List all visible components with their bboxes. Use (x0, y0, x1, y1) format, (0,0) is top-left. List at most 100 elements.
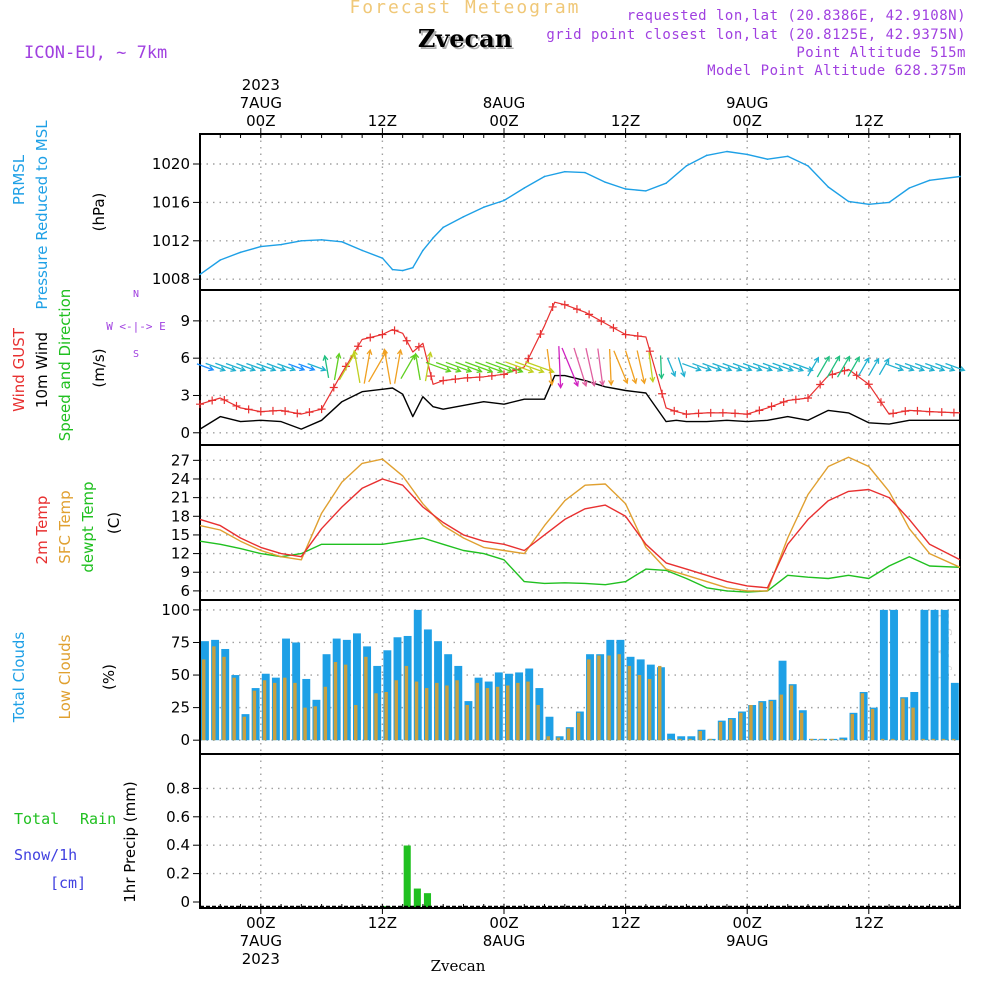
pressure-point (564, 170, 566, 173)
gust-marker (609, 323, 618, 332)
wind-arrow (712, 362, 732, 371)
low-cloud-bar (597, 655, 601, 741)
pressure-point (726, 150, 728, 153)
low-cloud-bar (414, 681, 419, 741)
gust-marker (439, 376, 448, 385)
pressure-point (432, 237, 434, 239)
x-tick-label-top: 12Z (611, 112, 640, 130)
wind-arrow-head (230, 366, 237, 372)
low-cloud-bar (424, 688, 429, 741)
pressure-point (665, 182, 667, 184)
x-date-label-bottom: 9AUG (726, 932, 768, 950)
compass-west-east: W <-|-> E (106, 320, 166, 333)
wind-arrow-head (573, 380, 579, 388)
wind-arrow (782, 362, 804, 372)
wind-arrow (256, 362, 276, 371)
low-cloud-bar (384, 691, 388, 741)
low-cloud-bar (506, 685, 510, 741)
pressure-line (199, 150, 961, 275)
wind-arrow (561, 347, 579, 387)
pressure-point (422, 249, 424, 252)
total-cloud-bar (890, 609, 898, 741)
pressure-point (381, 257, 384, 259)
wind-arrow-head (445, 367, 452, 373)
gust-marker (329, 383, 338, 392)
wind-speed-label: 10m Wind (33, 332, 51, 408)
pressure-point (705, 154, 708, 157)
low-cloud-bar (951, 738, 956, 741)
pressure-point (280, 243, 282, 246)
low-cloud-bar (465, 705, 469, 741)
x-tick-label-bottom: 12Z (854, 914, 883, 932)
wind-arrow (368, 351, 387, 383)
wind-unit: (m/s) (90, 348, 108, 387)
wind-arrow (236, 362, 256, 371)
y-tick-label: 18 (171, 507, 190, 525)
wind-arrow (414, 353, 421, 381)
low-cloud-bar (354, 705, 358, 741)
rain-bar (403, 845, 411, 907)
pressure-point (685, 165, 688, 167)
wind-arrow-head (928, 366, 936, 372)
low-cloud-bar (789, 685, 794, 741)
x-date-label-top: 2023 (242, 76, 280, 94)
wind-arrow-head (834, 355, 841, 362)
wind-arrow (485, 361, 513, 373)
low-cloud-bar (526, 681, 530, 741)
low-cloud-bar (718, 721, 723, 741)
sfc-temp-line (199, 456, 961, 592)
wind-arrow (597, 348, 604, 386)
pressure-point (786, 155, 789, 158)
total-cloud-bar (353, 633, 361, 741)
y-tick-label: 75 (171, 633, 190, 651)
gust-marker (949, 408, 958, 417)
wind-arrow-head (208, 365, 215, 372)
wind-arrow-head (813, 356, 820, 363)
wind-arrow-head (939, 366, 946, 372)
y-tick-label: 1012 (152, 232, 190, 250)
low-cloud-bar (880, 738, 885, 741)
pressure-point (412, 266, 414, 269)
wind-arrow (475, 361, 503, 373)
x-tick-label-top: 12Z (854, 112, 883, 130)
wind-arrow-head (680, 371, 686, 378)
pressure-point (807, 165, 809, 167)
gust-marker (524, 354, 533, 363)
x-tick-label-bottom: 12Z (368, 914, 397, 932)
wind-arrow-head (528, 367, 535, 374)
pressure-point (239, 251, 242, 254)
wind-arrow-head (959, 366, 966, 372)
pressure-point (847, 200, 850, 203)
wind-arrow-head (807, 366, 814, 372)
wind-direction-label: Speed and Direction (56, 289, 74, 442)
wind-arrow-head (581, 380, 588, 388)
wind-arrow (266, 362, 286, 371)
low-cloud-bar (728, 719, 733, 741)
wind-arrow (246, 362, 266, 371)
wind-arrow (288, 363, 305, 371)
gust-marker (791, 395, 800, 404)
y-tick-label: 12 (171, 545, 190, 563)
gust-marker (658, 389, 667, 398)
wind-arrow (455, 361, 482, 373)
y-tick-label: 27 (171, 451, 190, 469)
wind-arrow-head (864, 357, 870, 364)
y-tick-label: 0 (180, 424, 190, 442)
low-cloud-bar (374, 693, 378, 741)
wind-arrow (636, 350, 646, 384)
low-cloud-bar (283, 677, 287, 741)
low-cloud-bar (708, 738, 713, 741)
gust-marker (232, 401, 241, 410)
gust-marker (378, 330, 387, 339)
wind-arrow (702, 362, 722, 371)
pressure-point (888, 201, 890, 204)
wind-arrow (525, 361, 554, 373)
gust-marker (256, 407, 265, 416)
wind-arrow (353, 350, 361, 384)
panel-frame-temperature (199, 444, 961, 601)
gust-marker (268, 406, 277, 415)
wind-arrow (215, 362, 236, 372)
y-tick-label: 0 (180, 893, 190, 911)
wind-arrow-head (280, 366, 287, 372)
wind-arrow-head (487, 367, 494, 374)
